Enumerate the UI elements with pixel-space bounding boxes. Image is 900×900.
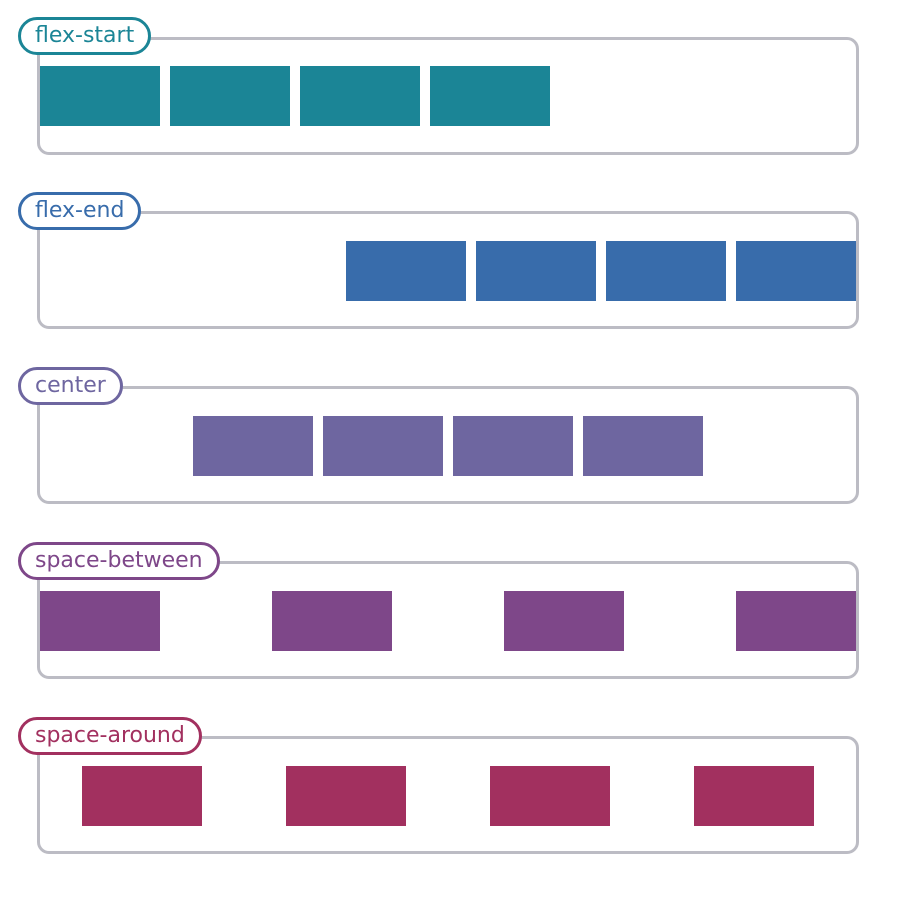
track-space-around [40, 766, 856, 826]
flex-item [606, 241, 726, 301]
flex-item [40, 591, 160, 651]
label-flex-start: flex-start [18, 17, 152, 55]
flex-item [736, 241, 856, 301]
flex-item [694, 766, 814, 826]
track-space-between [40, 591, 856, 651]
track-flex-end [40, 241, 856, 301]
flex-item [736, 591, 856, 651]
flex-item [346, 241, 466, 301]
label-space-around: space-around [18, 717, 202, 755]
label-flex-end: flex-end [18, 192, 142, 230]
label-space-between: space-between [18, 542, 220, 580]
flex-item [40, 66, 160, 126]
track-flex-start [40, 66, 856, 126]
track-center [40, 416, 856, 476]
panel-space-between [37, 561, 859, 679]
panel-center [37, 386, 859, 504]
flex-item [453, 416, 573, 476]
flex-item [286, 766, 406, 826]
flex-item [193, 416, 313, 476]
flex-item [82, 766, 202, 826]
flex-item [170, 66, 290, 126]
label-center: center [18, 367, 123, 405]
flex-item [272, 591, 392, 651]
flex-item [476, 241, 596, 301]
flex-item [300, 66, 420, 126]
flex-item [323, 416, 443, 476]
flex-item [490, 766, 610, 826]
flex-item [504, 591, 624, 651]
flex-item [430, 66, 550, 126]
flex-item [583, 416, 703, 476]
